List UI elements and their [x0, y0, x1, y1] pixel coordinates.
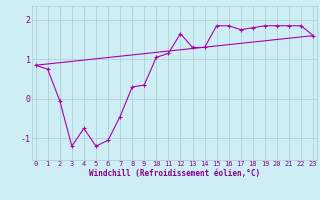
X-axis label: Windchill (Refroidissement éolien,°C): Windchill (Refroidissement éolien,°C): [89, 169, 260, 178]
